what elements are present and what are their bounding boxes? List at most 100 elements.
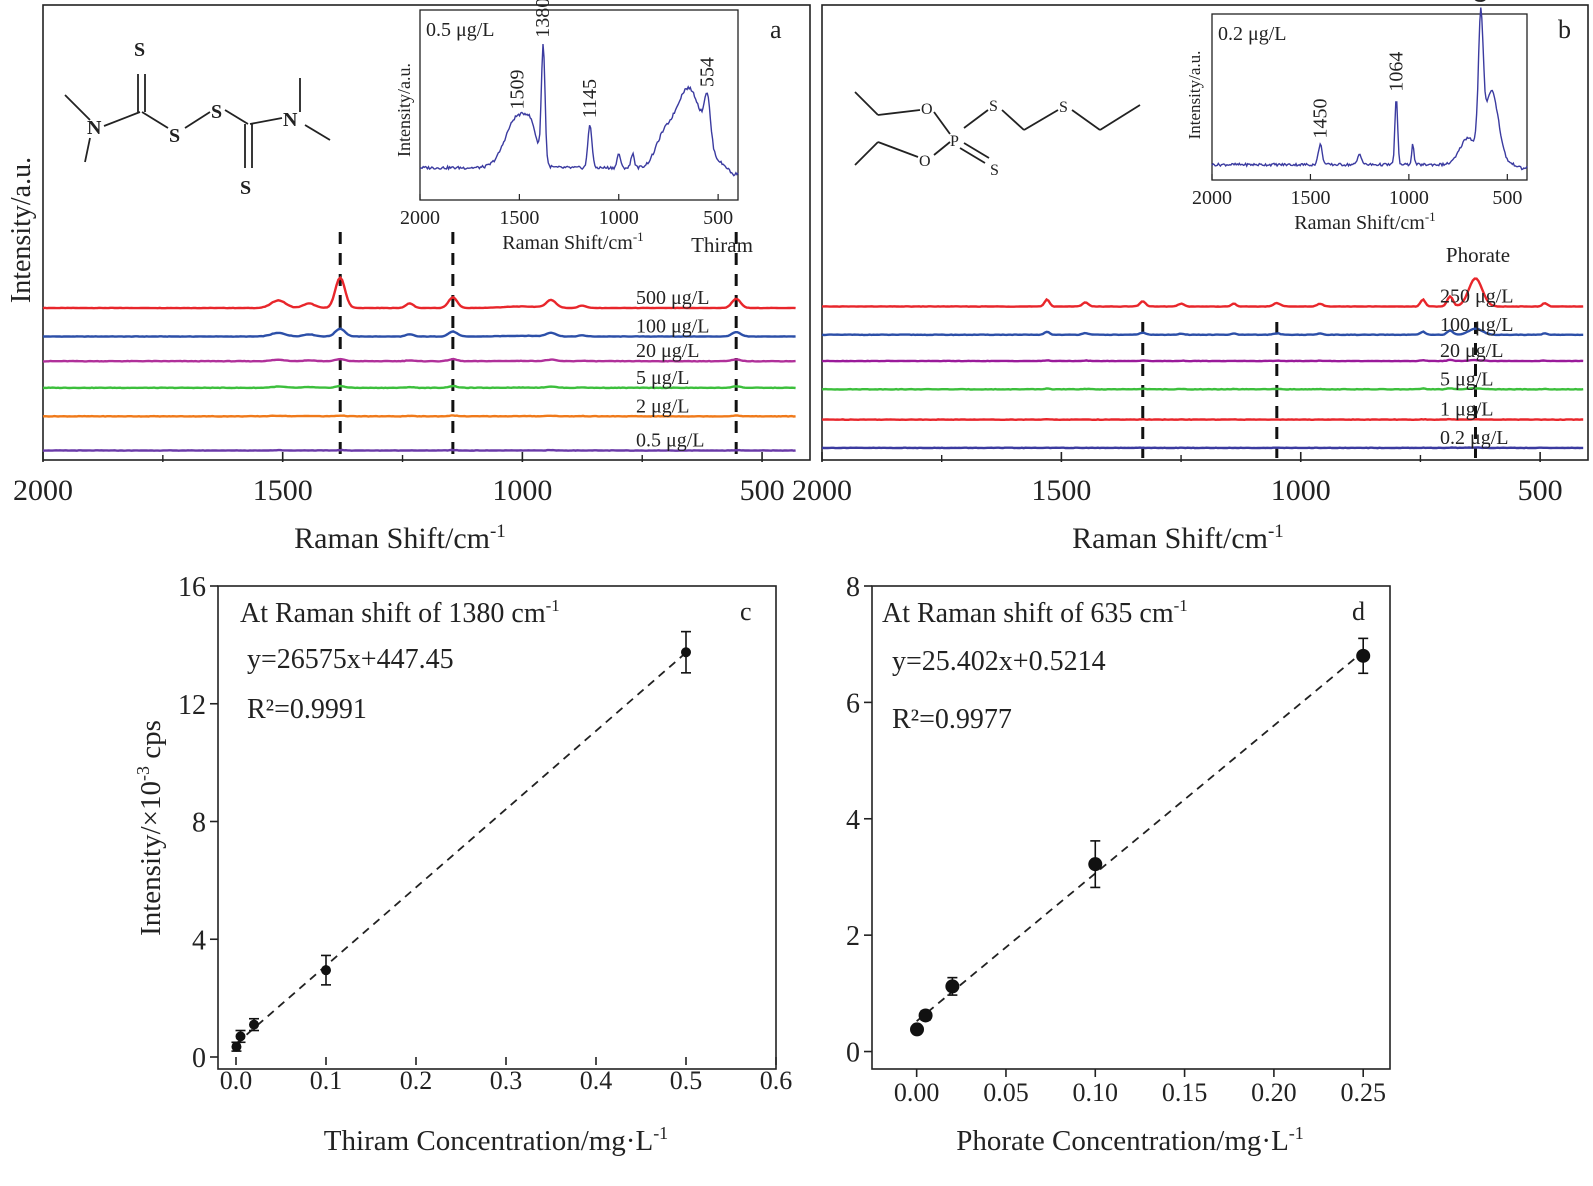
panel-b-frame [821, 4, 1589, 461]
data-point [910, 1022, 925, 1037]
inset-x-tick-label: 2000 [400, 207, 440, 229]
series-label: 100 μg/L [636, 316, 710, 338]
panel-d-axis-ticks: 0.00 0.05 0.10 0.15 0.20 0.25 0 2 4 6 8 [846, 572, 1386, 1107]
inset-x-tick-label: 1000 [1389, 187, 1429, 209]
series-label: 2 μg/L [636, 395, 690, 417]
y-tick-label: 12 [178, 690, 206, 721]
inset-x-tick-label: 2000 [1192, 187, 1232, 209]
data-point [681, 647, 691, 658]
x-tick-label: 500 [1518, 474, 1563, 507]
panel-d-label: d [1352, 597, 1365, 626]
inset-a-x-axis-label: Raman Shift/cm-1 [502, 229, 643, 254]
phorate-atom-labels: O O P S S S [919, 98, 1068, 179]
x-tick-label: 0.5 [670, 1066, 703, 1095]
panel-a-inset: 0.5 μg/L Intensity/a.u. Raman Shift/cm-1… [394, 0, 739, 254]
x-tick-label: 0.4 [580, 1066, 613, 1095]
inset-b-x-axis-label: Raman Shift/cm-1 [1294, 209, 1435, 234]
atom-s: S [1059, 99, 1068, 116]
panel-a-raman-spectra: a Intensity/a.u. S N S S N S [6, 0, 811, 555]
atom-n: N [87, 117, 102, 139]
inset-a-y-axis-label: Intensity/a.u. [394, 63, 414, 157]
x-tick-label: 0.2 [400, 1066, 433, 1095]
panel-c-equation: y=26575x+447.45 [247, 644, 454, 675]
inset-b-peak-labels: 1450 1064 635 [1309, 0, 1491, 139]
series-label: 5 μg/L [1440, 368, 1494, 390]
spectrum-line [43, 357, 796, 363]
x-tick-label: 0.3 [490, 1066, 523, 1095]
panel-b-series-labels: 250 μg/L 100 μg/L 20 μg/L 5 μg/L 1 μg/L 0.2 μ… [1440, 286, 1514, 449]
series-label: 20 μg/L [636, 340, 700, 362]
phorate-structure-drawing [854, 91, 1141, 166]
spectrum-line [822, 277, 1584, 308]
panel-c-frame [217, 585, 777, 1070]
panel-d-calibration: d At Raman shift of 635 cm-1 y=25.402x+0… [846, 572, 1391, 1157]
inset-peak-label: 1145 [579, 79, 601, 118]
data-point [918, 1008, 933, 1023]
y-tick-label: 4 [846, 805, 860, 836]
panel-c-data-points [231, 630, 691, 1052]
panel-a-label: a [770, 15, 782, 44]
inset-x-tick-label: 1500 [499, 207, 539, 229]
y-tick-label: 0 [846, 1038, 860, 1069]
x-tick-label: 0.6 [760, 1066, 793, 1095]
atom-s: S [134, 39, 145, 61]
x-tick-label: 0.20 [1251, 1078, 1297, 1107]
series-label: 250 μg/L [1440, 286, 1514, 308]
series-label: 1 μg/L [1440, 399, 1494, 421]
x-tick-label: 0.25 [1340, 1078, 1386, 1107]
inset-b-spectrum [1211, 7, 1528, 171]
panel-c-r-squared: R²=0.9991 [247, 694, 367, 725]
data-point [231, 1041, 242, 1052]
x-tick-label: 2000 [792, 474, 852, 507]
data-point [1356, 648, 1371, 663]
inset-a-peak-labels: 1509 1380 1145 554 [507, 0, 719, 118]
x-tick-label: 2000 [13, 474, 73, 507]
x-tick-label: 500 [740, 474, 785, 507]
spectrum-line [822, 417, 1584, 422]
inset-x-tick-label: 1500 [1290, 187, 1330, 209]
panel-c-annotation-title: At Raman shift of 1380 cm-1 [240, 596, 560, 629]
data-point [1088, 857, 1103, 872]
panel-b-x-ticks: 2000 1500 1000 500 [792, 452, 1563, 507]
panel-d-equation: y=25.402x+0.5214 [892, 646, 1106, 677]
spectrum-line [42, 327, 796, 338]
atom-s: S [169, 125, 180, 147]
y-tick-label: 16 [178, 572, 206, 603]
x-tick-label: 1000 [492, 474, 552, 507]
atom-s: S [211, 101, 222, 123]
x-tick-label: 1500 [253, 474, 313, 507]
inset-x-tick-label: 500 [703, 207, 733, 229]
panel-a-series-labels: 500 μg/L 100 μg/L20 μg/L 5 μg/L 2 μg/L 0.5 μ… [636, 287, 710, 452]
inset-peak-label: 554 [696, 57, 718, 87]
atom-o: O [919, 153, 931, 170]
atom-n: N [283, 109, 298, 131]
inset-b-x-ticks: 2000 1500 1000 500 [1192, 174, 1522, 209]
panel-b-x-axis-label: Raman Shift/cm-1 [1072, 521, 1284, 555]
series-label: 100 μg/L [1440, 314, 1514, 336]
spectrum-line [821, 358, 1584, 363]
y-tick-label: 8 [192, 808, 206, 839]
thiram-structure-drawing [64, 74, 331, 168]
inset-peak-label: 635 [1470, 0, 1492, 3]
x-tick-label: 0.1 [310, 1066, 343, 1095]
series-label: 0.2 μg/L [1440, 427, 1509, 449]
panel-c-calibration: c At Raman shift of 1380 cm-1 y=26575x+4… [133, 572, 792, 1157]
spectrum-line [821, 387, 1584, 391]
panel-a-spectra [42, 275, 796, 452]
atom-s: S [989, 98, 998, 115]
y-tick-label: 4 [192, 925, 206, 956]
panel-d-r-squared: R²=0.9977 [892, 704, 1012, 735]
panel-b-inset: 0.2 μg/L Intensity/a.u. Raman Shift/cm-1… [1185, 0, 1528, 234]
spectrum-line [42, 275, 796, 310]
panel-a-x-ticks: 2000 1500 1000 500 [13, 452, 785, 507]
series-label: 20 μg/L [1440, 340, 1504, 362]
spectrum-line [821, 327, 1584, 337]
data-point [235, 1031, 246, 1042]
x-tick-label: 0.15 [1162, 1078, 1208, 1107]
atom-o: O [921, 101, 933, 118]
inset-x-tick-label: 1000 [599, 207, 639, 229]
spectrum-line [42, 384, 796, 390]
x-tick-label: 1500 [1031, 474, 1091, 507]
panel-b-label: b [1558, 15, 1571, 44]
